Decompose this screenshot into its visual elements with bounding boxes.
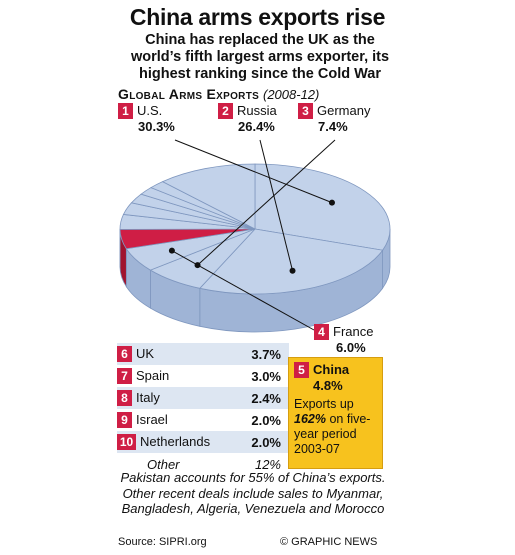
source-text: Source: SIPRI.org [118,536,207,548]
section-title-text: Global Arms Exports [118,86,260,102]
china-callout-head: 5 China [289,358,382,378]
country-pct: 12% [254,456,281,472]
leader-dot [168,247,175,254]
country-pct: 3.0% [251,368,281,384]
china-note-pct: 162% [294,412,326,426]
country-pct: 3.7% [251,346,281,362]
credit-text: © GRAPHIC NEWS [280,536,378,548]
label-russia: 2 Russia 26.4% [218,103,277,135]
rank-badge: 4 [314,324,329,340]
leader-dot [328,199,335,206]
rank-badge: 2 [218,103,233,119]
section-years: (2008-12) [263,87,320,102]
leader-dot [289,267,296,274]
table-country: 10 Netherlands [117,431,239,453]
china-note-line2: on five-year period 2003-07 [294,412,371,456]
ranking-table: 6 UK 3.7% 7 Spain 3.0% 8 Italy 2.4% 9 Israel… [117,343,289,475]
rank-badge: 1 [118,103,133,119]
rank-badge: 7 [117,368,132,384]
pie-slice-russia [199,228,384,295]
country-name: Israel [136,412,168,427]
rank-badge: 6 [117,346,132,362]
country-name: Other [147,456,180,472]
section-title: Global Arms Exports (2008-12) [118,86,319,102]
country-name: Italy [136,390,160,405]
table-row: Other 12% [117,453,289,475]
country-name: France [333,324,374,339]
rank-badge: 10 [117,434,136,450]
leader-line [259,139,294,271]
country-name: Germany [317,103,371,118]
label-us: 1 U.S. 30.3% [118,103,175,135]
rank-badge: 3 [298,103,313,119]
country-name: Russia [237,103,277,118]
country-pct: 2.0% [251,434,281,450]
china-note-line1: Exports up [294,397,354,411]
rank-badge: 8 [117,390,132,406]
table-row: 8 Italy 2.4% [117,387,289,409]
table-row: 10 Netherlands 2.0% [117,431,289,453]
country-name: China [313,362,350,377]
leader-line [174,139,333,204]
label-germany: 3 Germany 7.4% [298,103,370,135]
country-pct: 2.0% [251,412,281,428]
country-name: Netherlands [140,434,211,449]
table-country: 7 Spain [117,365,239,387]
table-row: 7 Spain 3.0% [117,365,289,387]
table-country: 8 Italy [117,387,239,409]
table-row: 6 UK 3.7% [117,343,289,365]
table-country: 9 Israel [117,409,239,431]
rank-badge: 9 [117,412,132,428]
leader-line [197,139,336,266]
table-row: 9 Israel 2.0% [117,409,289,431]
pie-slice-other [161,163,256,230]
rank-badge: 5 [294,362,309,378]
country-pct: 26.4% [238,119,275,134]
china-callout: 5 China 4.8% Exports up 162% on five-year… [288,357,383,469]
country-name: Spain [136,368,170,383]
country-pct: 4.8% [313,378,343,393]
chart-subtitle: China has replaced the UK as the world’s… [130,32,390,82]
country-pct: 7.4% [318,119,348,134]
china-note: Exports up 162% on five-year period 2003… [289,393,382,457]
footnote: Pakistan accounts for 55% of China’s exp… [120,470,386,516]
country-pct: 30.3% [138,119,175,134]
country-pct: 6.0% [336,340,366,355]
label-france: 4 France 6.0% [314,324,373,356]
chart-title: China arms exports rise [129,4,386,30]
leader-line [171,250,315,331]
country-name: UK [136,346,155,361]
country-pct: 2.4% [251,390,281,406]
table-country: 6 UK [117,343,239,365]
country-name: U.S. [137,103,163,118]
